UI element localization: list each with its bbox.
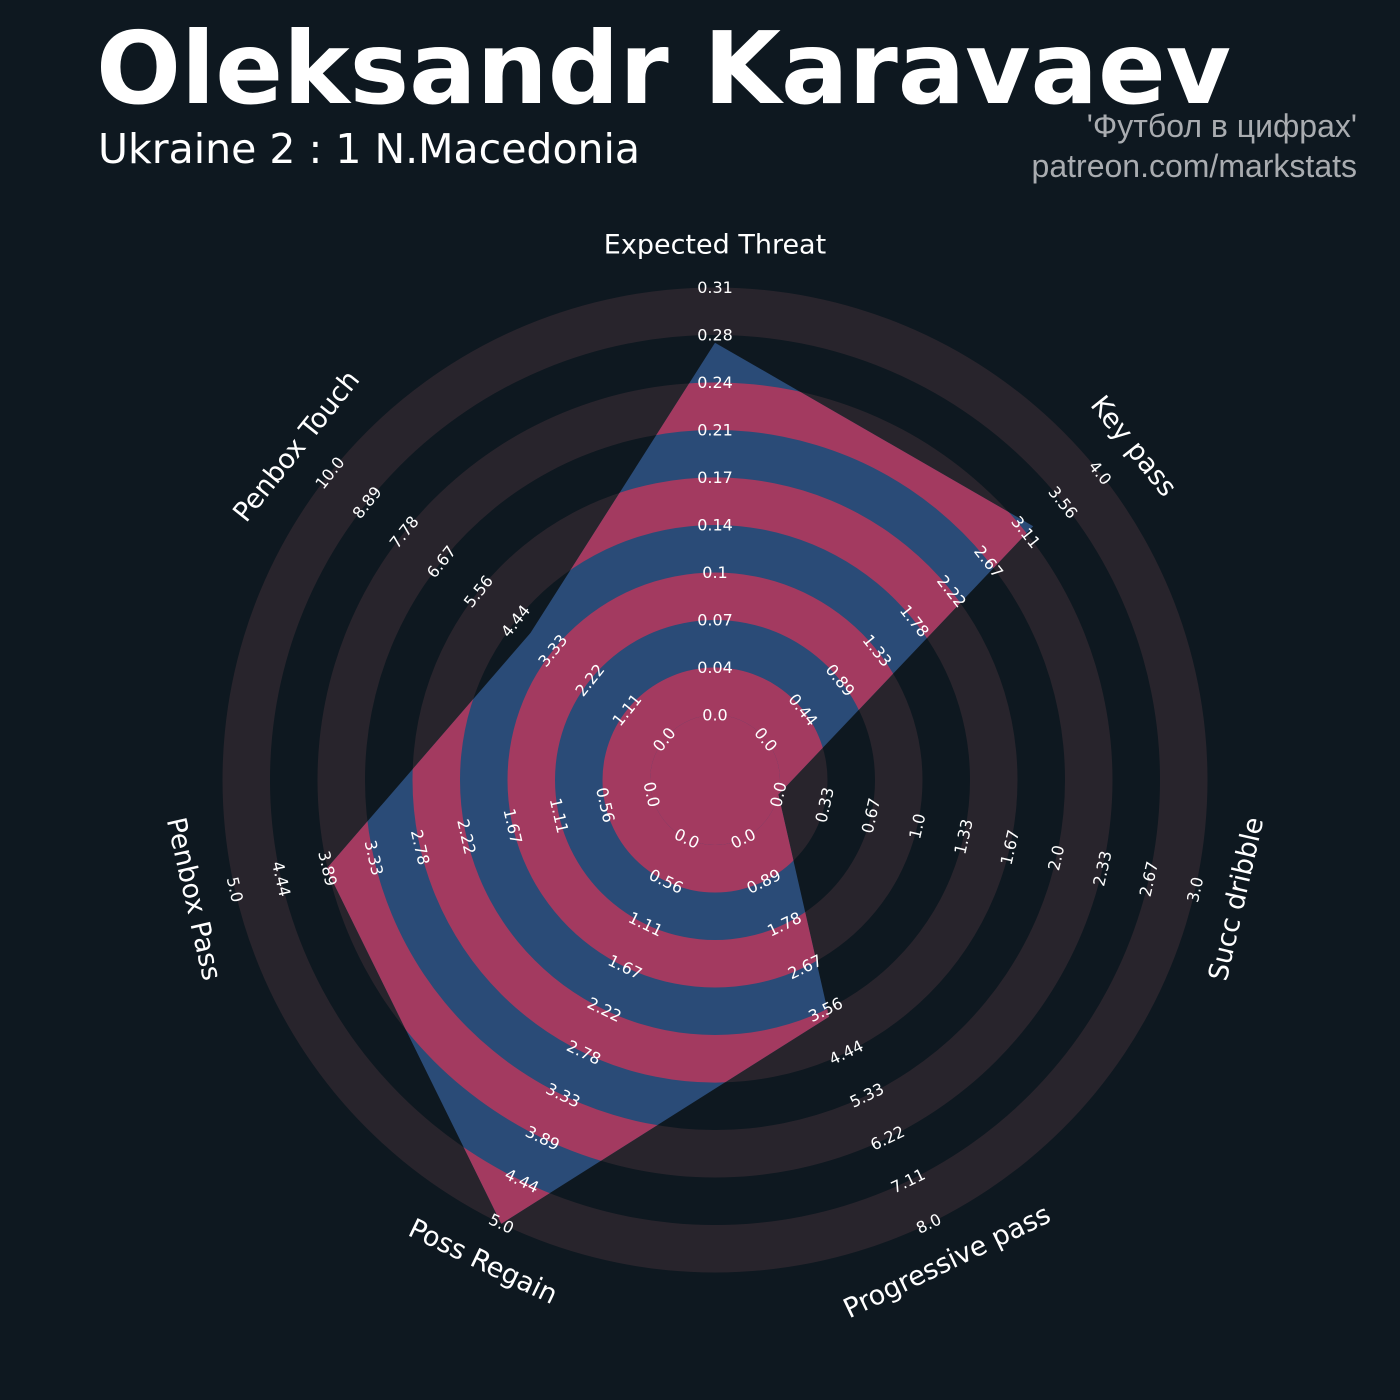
axis-title: Succ dribble (1203, 814, 1270, 983)
tick-label: 0.14 (697, 516, 733, 535)
tick-label: 0.31 (697, 278, 733, 297)
tick-label: 0.1 (702, 563, 727, 582)
player-name: Oleksandr Karavaev (96, 10, 1231, 127)
tick-label: 0.0 (702, 706, 727, 725)
tick-label: 0.28 (697, 326, 733, 345)
credit-link: patreon.com/markstats (1031, 148, 1357, 184)
tick-label: 0.04 (697, 658, 733, 677)
credit-title: 'Футбол в цифрах' (1086, 108, 1357, 144)
tick-label: 0.17 (697, 468, 733, 487)
tick-label: 0.21 (697, 421, 733, 440)
polygon-ring (602, 667, 828, 893)
center-disc (650, 715, 780, 845)
tick-label: 0.24 (697, 373, 733, 392)
match-score: Ukraine 2 : 1 N.Macedonia (98, 125, 641, 173)
tick-label: 0.07 (697, 611, 733, 630)
axis-title: Expected Threat (604, 230, 826, 261)
credits: 'Футбол в цифрах' patreon.com/markstats (1032, 106, 1357, 186)
axis-title: Penbox Pass (160, 815, 227, 984)
